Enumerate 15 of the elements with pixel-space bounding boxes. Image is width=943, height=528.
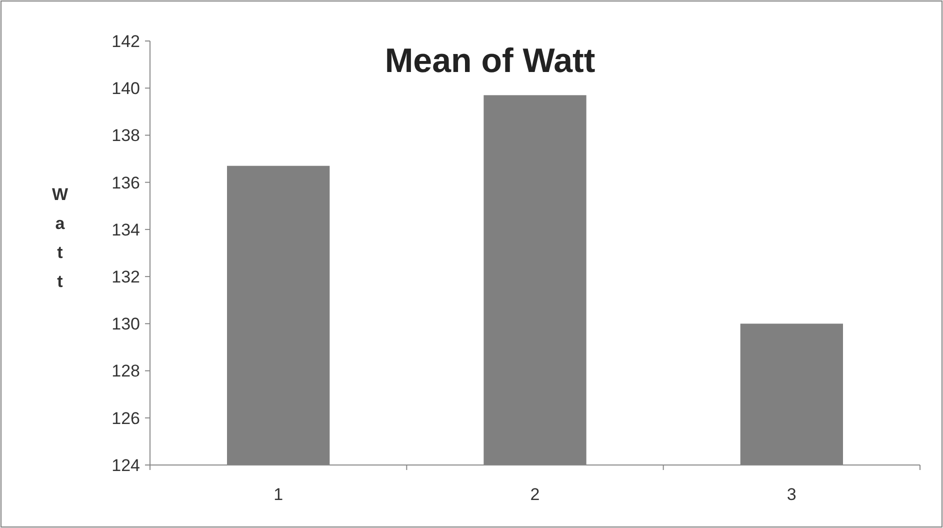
y-tick-label: 128 bbox=[112, 362, 140, 381]
x-tick-label: 1 bbox=[274, 485, 284, 504]
chart-title: Mean of Watt bbox=[384, 42, 596, 80]
y-tick-label: 134 bbox=[112, 220, 140, 240]
y-tick-label: 138 bbox=[112, 126, 140, 146]
x-tick-label: 2 bbox=[530, 485, 540, 504]
y-tick-label: 142 bbox=[112, 32, 140, 51]
x-tick-label: 3 bbox=[786, 485, 796, 504]
y-tick-label: 124 bbox=[112, 456, 140, 475]
y-tick-label: 136 bbox=[112, 173, 140, 192]
y-tick-label: 126 bbox=[112, 408, 140, 428]
y-tick-label: 140 bbox=[112, 79, 140, 98]
y-axis-title: Watt bbox=[52, 185, 69, 291]
y-tick-label: 132 bbox=[112, 268, 140, 287]
y-tick-label: 130 bbox=[112, 314, 140, 334]
